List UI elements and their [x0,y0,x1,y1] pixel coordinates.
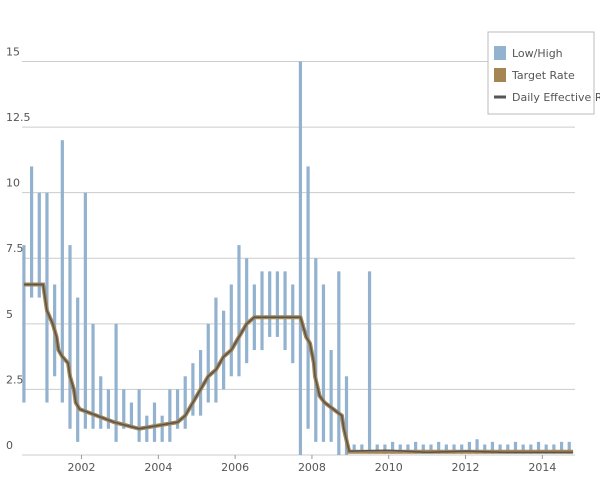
range-bar [529,444,533,454]
range-bar [30,166,34,298]
range-bar [275,271,279,337]
range-bar [429,444,433,454]
range-bar [467,441,471,454]
range-bar [198,350,203,416]
y-tick-label: 5 [6,308,13,321]
y-tick-label: 10 [6,177,20,190]
range-bar [360,444,364,453]
range-bar [268,271,272,337]
range-bar [490,441,495,454]
range-bar [398,444,402,454]
x-tick-label: 2006 [221,461,249,474]
legend-label: Daily Effective Rate [512,91,600,104]
rate-line [23,282,574,454]
range-bar [137,389,141,442]
range-bar [437,441,441,454]
y-tick-label: 15 [6,45,20,58]
range-bar [298,61,303,456]
range-bar [506,444,510,454]
range-bar [114,323,118,442]
range-bar [452,444,456,454]
range-bar [122,389,126,429]
range-bar [383,444,387,454]
range-bar [22,245,26,403]
range-bar [306,166,310,429]
x-tick-label: 2010 [375,461,403,474]
range-bar [160,415,164,442]
legend-swatch [494,95,506,99]
range-bar [152,402,157,442]
range-bar [214,297,218,403]
x-tick-label: 2014 [528,461,556,474]
range-bar [129,402,134,429]
range-bar [314,258,318,442]
range-bar [99,376,103,429]
y-tick-label: 0 [6,439,13,452]
range-bar [237,245,241,377]
range-bar [183,376,187,429]
y-tick-label: 7.5 [6,242,24,255]
range-bar [498,444,502,454]
range-bar [460,444,464,454]
range-bar [76,297,80,442]
rate-line [23,283,574,454]
range-bar [168,389,172,442]
range-bar [421,444,425,454]
range-bar [222,310,226,390]
range-bar [414,441,418,454]
range-bar [344,376,349,455]
range-bar [68,245,72,429]
range-bar [390,441,395,454]
range-bar [229,284,233,377]
range-bar [175,389,180,429]
range-bar [567,441,571,454]
range-bar [37,192,41,298]
range-bar [321,284,326,442]
legend-swatch [494,68,506,82]
legend-swatch [494,46,506,60]
range-bar [559,441,564,454]
range-bar [483,444,487,454]
x-tick-label: 2004 [144,461,172,474]
range-bar [60,140,64,403]
range-bar [83,192,87,429]
range-bar [367,271,372,454]
range-bar [283,271,287,351]
range-bar [513,441,518,454]
range-bar [260,271,264,351]
legend-label: Low/High [512,47,563,60]
range-bar [444,444,448,454]
x-tick-label: 2012 [452,461,480,474]
range-bar [521,444,525,454]
range-bar [544,444,548,454]
range-bar [552,444,556,454]
y-tick-label: 2.5 [6,373,24,386]
range-bar [329,350,333,442]
range-bar [106,389,111,429]
range-bar [191,363,195,416]
range-bar [291,284,295,364]
range-bar [536,441,541,454]
x-tick-label: 2008 [298,461,326,474]
range-bar [91,323,95,429]
range-bar [375,444,379,454]
range-bar [337,271,341,455]
range-bar [352,444,356,453]
x-tick-label: 2002 [68,461,96,474]
legend-label: Target Rate [511,69,575,82]
range-bar [206,323,210,403]
y-tick-label: 12.5 [6,111,31,124]
range-bar [245,258,249,364]
range-bar [475,439,479,454]
range-bar [406,444,410,454]
